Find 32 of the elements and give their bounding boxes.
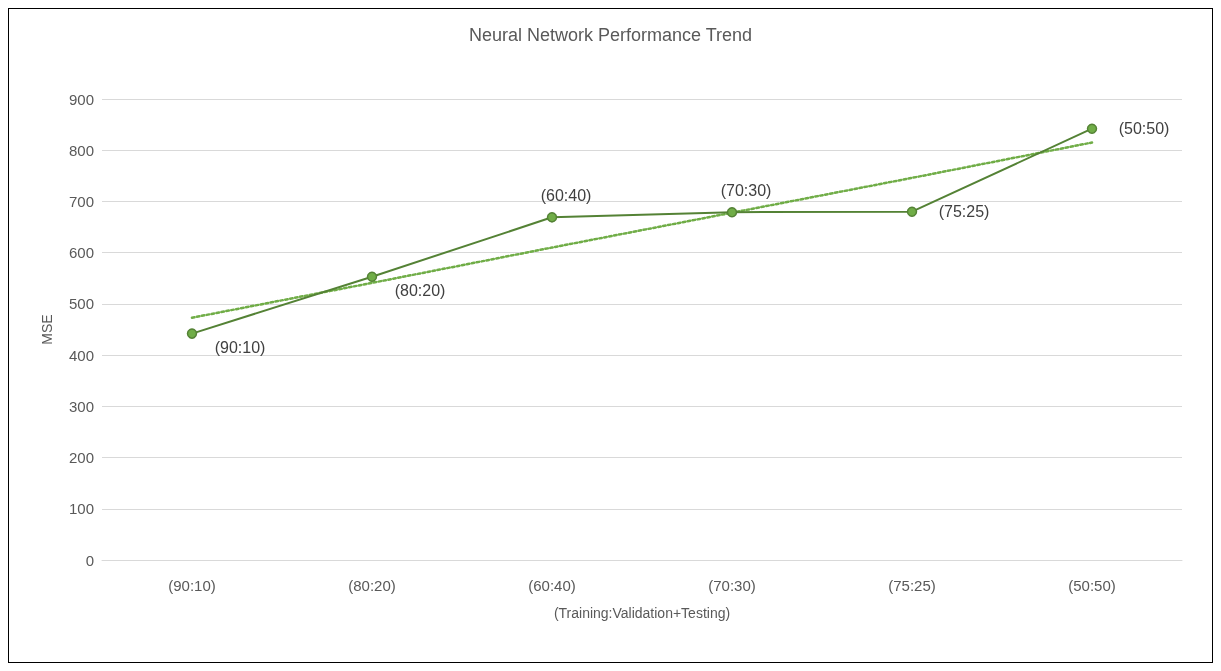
x-axis-title: (Training:Validation+Testing)	[553, 605, 731, 621]
x-tick-label: (80:20)	[348, 577, 396, 594]
chart-title: Neural Network Performance Trend	[468, 25, 753, 45]
y-tick-label: 600	[68, 244, 94, 262]
annotation: (60:40)	[540, 186, 592, 204]
y-tick-label: 0	[85, 551, 94, 569]
x-tick-label: (75:25)	[888, 577, 936, 594]
line-series	[190, 141, 1094, 319]
x-tick-label: (50:50)	[1068, 577, 1116, 594]
x-tick-label: (60:40)	[528, 577, 576, 594]
y-tick-label: 200	[68, 449, 94, 467]
point	[546, 212, 558, 223]
point	[1086, 123, 1098, 134]
annotation: (90:10)	[214, 339, 266, 357]
x-tick-label: (90:10)	[168, 577, 216, 594]
y-tick-label: 900	[68, 90, 94, 108]
annotation: (70:30)	[720, 181, 772, 199]
point	[366, 271, 378, 282]
point	[726, 206, 738, 218]
y-tick-label: 500	[68, 295, 94, 313]
point	[186, 328, 198, 339]
y-tick-label: 300	[68, 397, 94, 415]
annotation: (80:20)	[394, 282, 446, 300]
x-tick-label: (70:30)	[708, 577, 756, 594]
y-tick-label: 400	[68, 346, 94, 364]
annotation: (75:25)	[938, 203, 990, 221]
y-tick-label: 700	[68, 192, 94, 210]
y-axis-title: MSE	[39, 314, 55, 345]
annotation: (50:50)	[1118, 120, 1170, 138]
point	[906, 206, 918, 217]
y-tick-label: 100	[68, 500, 94, 518]
y-tick-label: 800	[68, 141, 94, 159]
